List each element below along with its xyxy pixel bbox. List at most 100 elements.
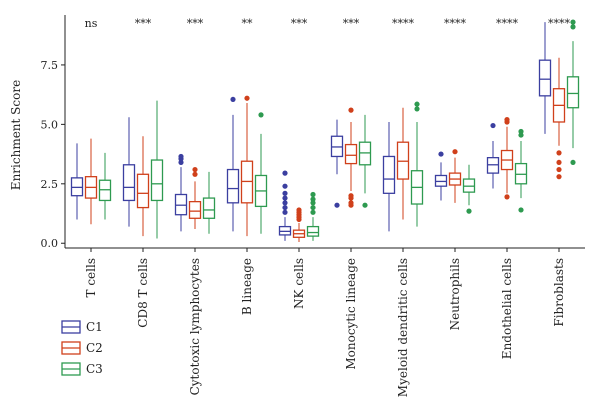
outlier-point bbox=[334, 202, 340, 208]
outlier-point bbox=[414, 106, 420, 112]
x-tick-label: Monocytic lineage bbox=[344, 258, 358, 370]
box-c3 bbox=[98, 152, 112, 220]
outlier-point bbox=[466, 208, 472, 214]
outlier-point bbox=[438, 151, 444, 157]
outlier-point bbox=[282, 204, 288, 211]
box-c1 bbox=[330, 119, 344, 208]
box-c2 bbox=[396, 107, 410, 220]
legend-item-c2: C2 bbox=[61, 341, 103, 355]
x-tick-label: T cells bbox=[84, 258, 98, 297]
outlier-point bbox=[518, 132, 524, 138]
box-c1 bbox=[70, 143, 84, 220]
outlier-point bbox=[310, 204, 316, 211]
significance-label: *** bbox=[343, 17, 360, 30]
box-c3 bbox=[566, 19, 580, 166]
outlier-point bbox=[282, 209, 288, 215]
significance-label: **** bbox=[392, 17, 415, 30]
outlier-point bbox=[348, 200, 354, 206]
box-c3 bbox=[358, 114, 372, 208]
y-axis-label: Enrichment Score bbox=[9, 80, 23, 190]
outlier-point bbox=[518, 207, 524, 213]
outlier-point bbox=[362, 202, 368, 208]
x-tick-label: CD8 T cells bbox=[136, 258, 150, 328]
box-c2 bbox=[84, 138, 98, 225]
outlier-point bbox=[178, 153, 184, 160]
outlier-point bbox=[570, 24, 576, 30]
box-c1 bbox=[538, 22, 552, 134]
outlier-point bbox=[282, 170, 288, 176]
box-c3 bbox=[514, 128, 528, 213]
x-tick-label: Myeloid dendritic cells bbox=[396, 258, 410, 397]
legend-label: C2 bbox=[86, 341, 103, 355]
outlier-point bbox=[570, 159, 576, 166]
outlier-point bbox=[230, 96, 236, 103]
outlier-point bbox=[282, 195, 288, 201]
box-iqr bbox=[188, 200, 202, 219]
box-iqr bbox=[382, 155, 396, 194]
significance-label: ** bbox=[242, 17, 254, 30]
outlier-point bbox=[192, 171, 198, 177]
box-c1 bbox=[226, 96, 240, 232]
outlier-point bbox=[192, 166, 198, 173]
outlier-point bbox=[282, 183, 288, 189]
box-c1 bbox=[434, 151, 448, 201]
significance-label: *** bbox=[187, 17, 204, 30]
outlier-point bbox=[348, 107, 354, 113]
outlier-point bbox=[556, 166, 562, 173]
box-c2 bbox=[240, 95, 254, 237]
box-c2 bbox=[292, 207, 306, 243]
y-tick-label: 5.0 bbox=[41, 118, 59, 131]
outlier-point bbox=[310, 196, 316, 202]
outlier-point bbox=[504, 194, 510, 200]
box-c3 bbox=[254, 112, 268, 234]
box-c2 bbox=[500, 117, 514, 200]
box-iqr bbox=[202, 197, 216, 219]
outlier-point bbox=[504, 117, 510, 123]
x-tick-label: Cytotoxic lymphocytes bbox=[188, 258, 202, 395]
box-iqr bbox=[566, 76, 580, 109]
x-tick-label: B lineage bbox=[240, 258, 254, 315]
box-c1 bbox=[382, 121, 396, 232]
x-tick-label: Endothelial cells bbox=[500, 258, 514, 359]
y-tick-label: 7.5 bbox=[41, 59, 59, 72]
legend: C1 C2 C3 bbox=[61, 320, 103, 376]
x-tick-label: Fibroblasts bbox=[552, 258, 566, 327]
outlier-point bbox=[296, 207, 302, 213]
box-c3 bbox=[306, 191, 320, 241]
box-c2 bbox=[136, 136, 150, 237]
significance-label: **** bbox=[496, 17, 519, 30]
outlier-point bbox=[452, 149, 458, 155]
outlier-point bbox=[490, 122, 496, 129]
box-c2 bbox=[552, 57, 566, 180]
significance-label: **** bbox=[548, 17, 571, 30]
y-tick-label: 2.5 bbox=[41, 178, 59, 191]
box-iqr bbox=[538, 59, 552, 97]
box-c3 bbox=[202, 171, 216, 234]
significance-label: ns bbox=[85, 17, 98, 30]
outlier-point bbox=[556, 150, 562, 156]
outlier-point bbox=[244, 95, 250, 101]
box-c2 bbox=[344, 107, 358, 208]
outlier-point bbox=[258, 112, 264, 118]
x-tick-label: Neutrophils bbox=[448, 258, 462, 330]
y-tick-label: 0.0 bbox=[41, 237, 59, 250]
box-c2 bbox=[448, 149, 462, 203]
box-iqr bbox=[122, 164, 136, 202]
outlier-point bbox=[178, 159, 184, 166]
legend-item-c1: C1 bbox=[61, 320, 103, 334]
box-c3 bbox=[410, 101, 424, 227]
box-c1 bbox=[278, 170, 292, 241]
significance-label: **** bbox=[444, 17, 467, 30]
outlier-point bbox=[310, 200, 316, 206]
outlier-point bbox=[518, 128, 524, 135]
legend-label: C1 bbox=[86, 320, 103, 334]
box-iqr bbox=[226, 168, 240, 204]
box-c3 bbox=[150, 100, 164, 239]
x-tick-label: NK cells bbox=[292, 258, 306, 309]
box-c1 bbox=[174, 153, 188, 232]
plot-area: 0.0 2.5 5.0 7.5 T cells ns CD8 T cells *** Cytot… bbox=[41, 15, 585, 397]
significance-label: *** bbox=[291, 17, 308, 30]
box-iqr bbox=[150, 159, 164, 202]
outlier-point bbox=[282, 200, 288, 206]
legend-label: C3 bbox=[86, 362, 103, 376]
